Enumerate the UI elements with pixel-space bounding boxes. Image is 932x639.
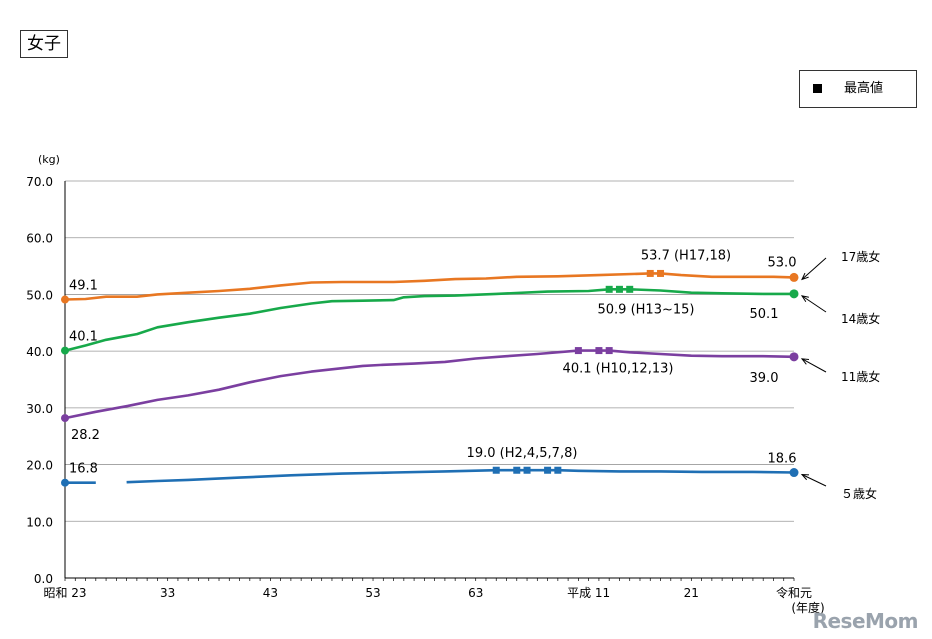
x-tick-label: 33 (160, 586, 175, 600)
start-point (61, 478, 69, 487)
watermark-logo: ReseMom (812, 609, 919, 633)
end-point (789, 468, 799, 478)
series-line (126, 468, 795, 484)
end-value-label: 18.6 (768, 452, 797, 467)
y-tick-label: 10.0 (26, 515, 53, 529)
max-marker (646, 269, 654, 277)
max-marker (626, 285, 634, 293)
start-point (61, 414, 69, 423)
max-marker (492, 466, 500, 474)
max-value-label: 19.0 (H2,4,5,7,8) (467, 446, 578, 461)
series-name-label: 14歳女 (841, 311, 880, 326)
x-axis-label: (年度) (791, 600, 824, 615)
x-tick-label: 63 (468, 586, 483, 600)
start-value-label: 49.1 (69, 279, 98, 294)
max-value-label: 40.1 (H10,12,13) (563, 362, 674, 377)
max-marker (574, 347, 582, 355)
x-tick-label: 53 (365, 586, 380, 600)
y-tick-label: 50.0 (26, 288, 53, 302)
legend-label: 最高値 (844, 81, 884, 96)
series-line (64, 288, 794, 352)
y-tick-label: 70.0 (26, 175, 53, 189)
pointer-arrow (801, 257, 827, 280)
series-line (64, 349, 795, 420)
y-tick-label: 30.0 (26, 402, 53, 416)
max-marker (605, 285, 613, 293)
max-marker (554, 466, 562, 474)
pointer-arrow-head (800, 295, 809, 302)
pointer-arrow-head (801, 272, 809, 281)
series-name-label: ５歳女 (841, 486, 877, 501)
max-marker-icon (813, 84, 822, 93)
series-name-label: 17歳女 (841, 249, 880, 264)
pointer-arrow-head (800, 358, 810, 365)
series-line (64, 272, 795, 301)
pointer-arrow (801, 358, 827, 373)
pointer-arrow-head (800, 473, 810, 481)
start-value-label: 28.2 (71, 428, 100, 443)
pointer-arrow (801, 474, 827, 487)
y-tick-label: 0.0 (34, 572, 53, 586)
max-marker (615, 285, 623, 293)
end-value-label: 39.0 (750, 371, 779, 386)
end-value-label: 53.0 (768, 255, 797, 270)
max-marker (544, 466, 552, 474)
start-value-label: 40.1 (69, 330, 98, 345)
legend-box: 最高値 (799, 70, 917, 108)
end-point (789, 289, 799, 299)
end-point (789, 272, 799, 282)
x-tick-label: 平成 11 (567, 586, 610, 600)
end-value-label: 50.1 (750, 307, 779, 322)
start-point (61, 346, 69, 355)
y-axis-unit: (kg) (38, 153, 60, 166)
max-marker (523, 466, 531, 474)
x-tick-label: 43 (263, 586, 278, 600)
chart-title: 女子 (20, 30, 68, 58)
max-marker (657, 269, 665, 277)
max-marker (605, 347, 613, 355)
end-point (789, 352, 799, 362)
pointer-arrow (801, 295, 827, 313)
max-value-label: 53.7 (H17,18) (641, 248, 731, 263)
series-name-label: 11歳女 (841, 369, 880, 384)
start-value-label: 16.8 (69, 462, 98, 477)
y-tick-label: 40.0 (26, 345, 53, 359)
start-point (61, 295, 69, 304)
x-tick-label: 21 (684, 586, 699, 600)
x-tick-label: 令和元 (776, 585, 812, 600)
max-marker (513, 466, 521, 474)
max-value-label: 50.9 (H13~15) (598, 302, 695, 317)
y-tick-label: 20.0 (26, 459, 53, 473)
x-tick-label: 昭和 23 (43, 586, 86, 600)
max-marker (595, 347, 603, 355)
y-tick-label: 60.0 (26, 232, 53, 246)
